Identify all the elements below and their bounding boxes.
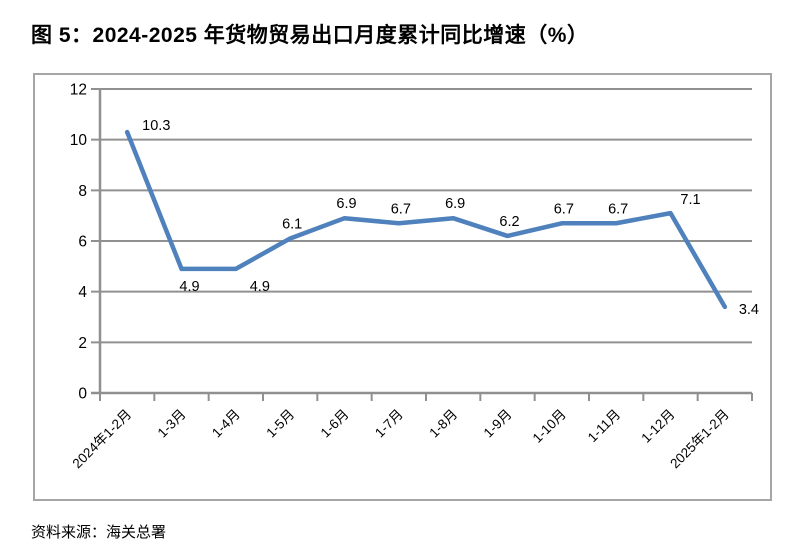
chart-title: 图 5：2024-2025 年货物贸易出口月度累计同比增速（%） — [31, 24, 589, 47]
data-point-label: 6.7 — [391, 201, 411, 217]
y-tick-label: 0 — [78, 386, 87, 403]
x-category-label: 1-7月 — [372, 407, 406, 441]
y-tick-label: 8 — [78, 183, 87, 200]
data-point-label: 10.3 — [142, 118, 170, 134]
data-point-label: 4.9 — [179, 279, 199, 295]
chart-frame: 0 2 4 6 8 10 12 2024年1-2月 1-3月 1-4月 1-5月 1-6月 1-7月 1-… — [33, 73, 772, 501]
y-tick-label: 2 — [78, 335, 87, 352]
data-point-label: 6.2 — [499, 214, 519, 230]
y-tick-label: 6 — [78, 234, 87, 251]
x-category-label: 1-4月 — [209, 407, 243, 441]
y-tick-label: 10 — [70, 132, 88, 149]
y-tick-label: 12 — [70, 82, 87, 99]
data-point-label: 3.4 — [739, 302, 759, 318]
data-point-label: 6.9 — [445, 196, 465, 212]
source-note: 资料来源：海关总署 — [31, 524, 167, 541]
x-category-label: 1-12月 — [638, 407, 677, 446]
x-category-label: 1-9月 — [481, 407, 515, 441]
line-chart: 0 2 4 6 8 10 12 2024年1-2月 1-3月 1-4月 1-5月 1-6月 1-7月 1-… — [70, 82, 759, 472]
x-category-label: 2025年1-2月 — [667, 407, 732, 472]
data-point-label: 6.7 — [554, 201, 574, 217]
x-category-label: 1-5月 — [263, 407, 297, 441]
data-point-label: 6.7 — [608, 201, 628, 217]
data-point-label: 7.1 — [680, 192, 700, 208]
x-category-label: 1-6月 — [318, 407, 352, 441]
data-point-label: 6.9 — [336, 196, 356, 212]
x-category-label: 1-3月 — [155, 407, 189, 441]
x-category-label: 1-8月 — [426, 407, 460, 441]
x-category-label: 2024年1-2月 — [70, 407, 135, 472]
x-category-label: 1-10月 — [530, 407, 569, 446]
series-line — [124, 129, 728, 310]
data-point-label: 6.1 — [282, 216, 302, 232]
x-category-label: 1-11月 — [585, 407, 624, 446]
data-point-label: 4.9 — [250, 279, 270, 295]
y-tick-label: 4 — [78, 284, 87, 301]
